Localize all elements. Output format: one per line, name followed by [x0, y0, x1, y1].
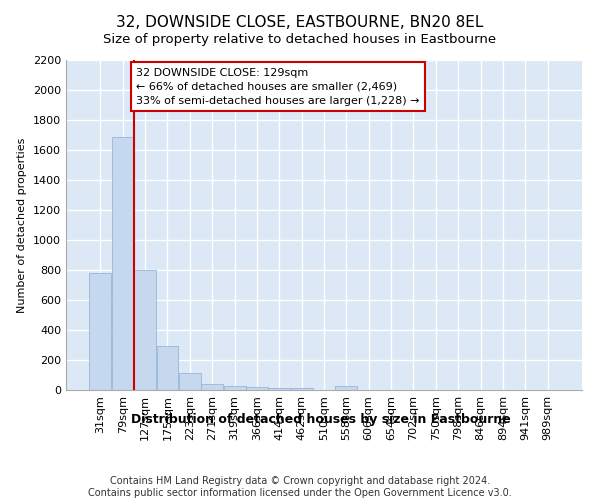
Bar	[246, 387, 268, 390]
Text: Distribution of detached houses by size in Eastbourne: Distribution of detached houses by size …	[131, 412, 511, 426]
Text: Contains HM Land Registry data © Crown copyright and database right 2024.
Contai: Contains HM Land Registry data © Crown c…	[88, 476, 512, 498]
Bar	[224, 386, 245, 390]
Bar	[112, 136, 134, 390]
Bar	[335, 386, 358, 390]
Bar	[179, 373, 201, 390]
Text: 32 DOWNSIDE CLOSE: 129sqm
← 66% of detached houses are smaller (2,469)
33% of se: 32 DOWNSIDE CLOSE: 129sqm ← 66% of detac…	[136, 68, 419, 106]
Text: Size of property relative to detached houses in Eastbourne: Size of property relative to detached ho…	[103, 32, 497, 46]
Bar	[89, 273, 112, 390]
Bar	[268, 388, 290, 390]
Bar	[157, 346, 178, 390]
Bar	[290, 388, 313, 390]
Bar	[134, 270, 156, 390]
Text: 32, DOWNSIDE CLOSE, EASTBOURNE, BN20 8EL: 32, DOWNSIDE CLOSE, EASTBOURNE, BN20 8EL	[116, 15, 484, 30]
Bar	[201, 384, 223, 390]
Y-axis label: Number of detached properties: Number of detached properties	[17, 138, 28, 312]
